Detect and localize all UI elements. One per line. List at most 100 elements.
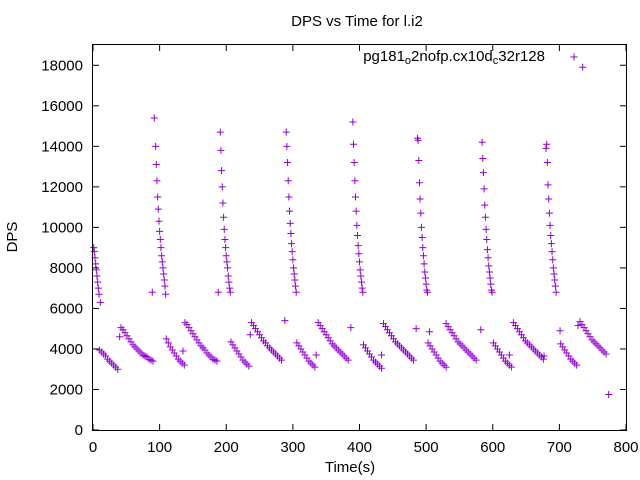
data-point: [417, 209, 425, 217]
x-tick-label: 800: [613, 439, 638, 456]
data-point: [289, 256, 297, 264]
data-point: [484, 254, 492, 262]
y-tick-label: 16000: [41, 98, 83, 115]
data-point: [552, 288, 560, 296]
data-point: [574, 322, 582, 330]
legend-marker-plus: [570, 53, 578, 61]
data-point: [442, 363, 450, 371]
data-point: [149, 357, 157, 365]
data-point: [287, 229, 295, 237]
data-point: [485, 268, 493, 276]
y-tick-label: 2000: [50, 381, 83, 398]
data-point: [213, 357, 221, 365]
y-tick-label: 0: [75, 422, 83, 439]
y-tick-label: 18000: [41, 57, 83, 74]
data-point: [478, 138, 486, 146]
data-point: [485, 262, 493, 270]
data-point: [602, 350, 610, 358]
data-point: [164, 339, 172, 347]
y-axis-label: DPS: [4, 222, 21, 253]
data-point: [94, 284, 102, 292]
data-point: [344, 356, 352, 364]
data-point: [414, 136, 422, 144]
data-point: [480, 185, 488, 193]
data-point: [349, 118, 357, 126]
data-point: [357, 272, 365, 280]
data-point: [352, 207, 360, 215]
data-point: [156, 227, 164, 235]
data-point: [423, 288, 431, 296]
data-point: [292, 288, 300, 296]
data-point: [225, 278, 233, 286]
data-point: [419, 244, 427, 252]
data-point: [354, 231, 362, 239]
data-point: [90, 248, 98, 256]
x-tick-label: 600: [480, 439, 505, 456]
data-point: [550, 270, 558, 278]
data-point: [219, 199, 227, 207]
data-point: [483, 246, 491, 254]
y-tick-label: 6000: [50, 300, 83, 317]
data-point: [419, 252, 427, 260]
legend-label: pg181o2nofp.cx10dc32r128: [363, 48, 545, 67]
axis-ticks: 0 100 200 300 400 500 600 700 800020004000600080…: [41, 45, 639, 456]
data-point: [282, 128, 290, 136]
data-point: [415, 179, 423, 187]
data-point: [539, 355, 547, 363]
data-point: [377, 351, 385, 359]
data-point: [477, 326, 485, 334]
data-point: [159, 264, 167, 272]
y-tick-label: 14000: [41, 138, 83, 155]
data-point: [358, 284, 366, 292]
data-point: [281, 317, 289, 325]
data-point: [224, 272, 232, 280]
data-point: [483, 236, 491, 244]
data-point: [547, 231, 555, 239]
data-point: [353, 221, 361, 229]
data-point: [94, 278, 102, 286]
data-point: [544, 181, 552, 189]
data-point: [286, 207, 294, 215]
data-point: [573, 361, 581, 369]
data-point: [158, 258, 166, 266]
data-point: [546, 221, 554, 229]
data-point: [150, 114, 158, 122]
data-point: [285, 193, 293, 201]
data-point: [352, 193, 360, 201]
data-point: [421, 268, 429, 276]
data-point: [482, 225, 490, 233]
data-point: [93, 272, 101, 280]
data-point: [507, 363, 515, 371]
data-point: [409, 356, 417, 364]
x-tick-label: 700: [547, 439, 572, 456]
data-point: [157, 244, 165, 252]
data-point: [543, 159, 551, 167]
data-point: [542, 144, 550, 152]
data-point: [161, 282, 169, 290]
data-point: [292, 282, 300, 290]
data-point: [479, 169, 487, 177]
x-tick-label: 300: [280, 439, 305, 456]
data-point: [417, 223, 425, 231]
data-point: [162, 335, 170, 343]
data-point: [418, 234, 426, 241]
data-point: [216, 128, 224, 136]
data-point: [354, 242, 362, 250]
data-point: [579, 63, 587, 71]
data-point: [543, 140, 551, 148]
data-point: [220, 213, 228, 221]
data-point: [479, 154, 487, 162]
data-point: [312, 351, 320, 359]
data-point: [481, 213, 489, 221]
data-point: [551, 282, 559, 290]
data-point: [180, 361, 188, 369]
data-point: [90, 244, 98, 252]
data-point: [116, 333, 124, 341]
y-tick-label: 10000: [41, 219, 83, 236]
data-point: [179, 347, 187, 355]
data-point: [545, 195, 553, 203]
x-tick-label: 200: [214, 439, 239, 456]
data-point: [218, 183, 226, 191]
legend-marker: [570, 53, 578, 61]
